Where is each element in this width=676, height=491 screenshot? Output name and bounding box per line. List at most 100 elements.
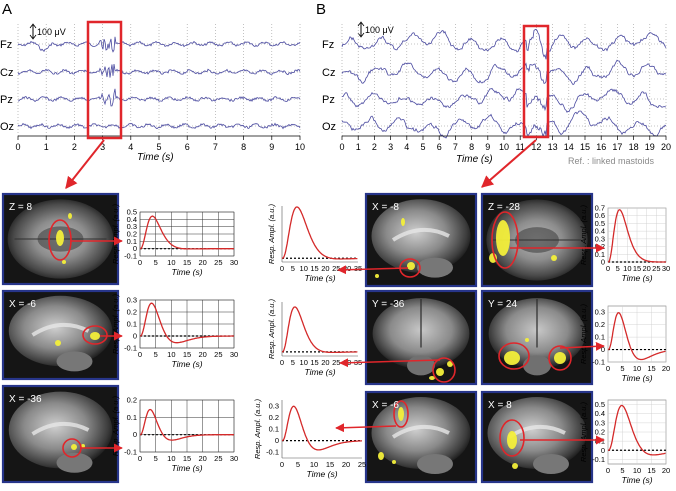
activation-blob	[551, 255, 557, 261]
connector-b3	[339, 358, 441, 368]
brain-slice-b3: Y = -36	[364, 289, 478, 386]
slice-coordinate-label: X = -8	[372, 202, 399, 213]
x-tick-label: 25	[214, 454, 222, 463]
plot-area	[282, 302, 358, 356]
channel-label-pz-b: Pz	[322, 94, 335, 106]
cerebellum	[533, 454, 569, 474]
corpus-callosum	[391, 228, 450, 242]
tick-label: 9	[485, 142, 490, 152]
y-axis-label: Resp. Ampl. (a.u.)	[111, 293, 120, 354]
hrf-curve	[282, 306, 358, 354]
x-tick-label: 0	[606, 264, 610, 273]
x-tick-label: 30	[230, 350, 238, 359]
tick-label: 8	[469, 142, 474, 152]
y-tick-label: 0.1	[127, 320, 137, 329]
x-tick-label: 10	[167, 454, 175, 463]
y-tick-label: 0	[133, 332, 137, 341]
brain-tissue	[487, 397, 587, 469]
eeg-grid-b	[341, 24, 667, 136]
x-axis-label: Time (s)	[306, 469, 337, 479]
activation-blob	[512, 463, 518, 469]
activation-blob	[81, 444, 85, 448]
y-axis-label: Resp. Ampl. (a.u.)	[267, 203, 276, 264]
y-tick-label: -0.1	[124, 448, 137, 457]
y-tick-label: -0.1	[592, 455, 605, 464]
x-tick-label: 15	[647, 466, 655, 475]
x-tick-label: 10	[623, 264, 631, 273]
x-tick-label: 25	[358, 460, 366, 469]
tick-label: 0	[15, 142, 20, 152]
activation-blob	[554, 352, 566, 364]
activation-blob	[398, 407, 404, 421]
plot-area	[282, 400, 362, 458]
tick-label: 10	[499, 142, 509, 152]
tick-label: 10	[295, 142, 305, 152]
channel-label-fz-b: Fz	[322, 39, 334, 51]
y-axis-label: Resp. Ampl. (a.u.)	[253, 398, 262, 459]
roi-circle	[491, 211, 519, 269]
tick-label: 14	[564, 142, 574, 152]
y-tick-label: 0.5	[595, 400, 605, 409]
corpus-callosum	[391, 425, 450, 439]
activation-blob	[71, 444, 77, 450]
x-tick-label: 5	[154, 258, 158, 267]
x-axis-label: Time (s)	[171, 267, 202, 277]
tick-label: 1	[44, 142, 49, 152]
eeg-xlabel-b: Time (s)	[456, 154, 493, 165]
activation-blob	[378, 452, 384, 460]
x-tick-label: 15	[647, 364, 655, 373]
roi-circle	[432, 357, 456, 383]
x-tick-label: 25	[214, 258, 222, 267]
response-plot-pb1: 0 5 10 15 20 25 30 35 Time (s) Resp. Ampl. (a.u.)	[267, 203, 362, 283]
brain-slice-b2: Z = -28	[480, 192, 594, 288]
activation-blob	[90, 332, 100, 340]
eeg-traces-b	[341, 28, 667, 139]
cerebellum	[56, 452, 93, 473]
brainstem	[407, 355, 435, 376]
slice-coordinate-label: X = -6	[9, 299, 36, 310]
activation-blob	[507, 431, 517, 449]
brain-tissue	[8, 391, 113, 469]
corpus-callosum	[31, 422, 90, 436]
x-tick-label: 15	[183, 258, 191, 267]
x-axis-label: Time (s)	[621, 475, 652, 485]
y-tick-label: 0	[601, 446, 605, 455]
tick-label: 9	[269, 142, 274, 152]
activation-blob	[55, 340, 61, 346]
x-tick-label: 20	[342, 460, 350, 469]
x-tick-label: 25	[332, 358, 340, 367]
activation-blob	[525, 338, 529, 342]
y-tick-label: -0.1	[592, 358, 605, 367]
tick-label: 20	[661, 142, 671, 152]
channel-label-oz-b: Oz	[322, 121, 336, 133]
roi-circle	[548, 345, 572, 371]
activation-blob	[392, 460, 396, 464]
hrf-curve	[607, 312, 666, 361]
x-tick-label: 20	[662, 466, 670, 475]
arrow-eeg-b-down	[481, 139, 537, 188]
x-tick-label: 5	[296, 460, 300, 469]
y-tick-label: 0.2	[127, 308, 137, 317]
y-axis-label: Resp. Ampl. (a.u.)	[579, 303, 588, 364]
eeg-panel-a: 100 μV Fz Cz Pz Oz 0 1 2 3 4 5 6 7 8 9 10 Time (s)	[0, 20, 305, 163]
hrf-curve	[608, 404, 666, 456]
tick-label: 1	[356, 142, 361, 152]
tick-label: 8	[241, 142, 246, 152]
slice-coordinate-label: Y = 24	[488, 299, 517, 310]
x-tick-label: 15	[183, 454, 191, 463]
eeg-trace-fz	[341, 28, 667, 60]
x-tick-label: 5	[291, 358, 295, 367]
y-tick-label: 0.2	[595, 320, 605, 329]
eeg-trace-fz	[17, 36, 301, 53]
x-tick-label: 5	[291, 264, 295, 273]
brain-slice-a2: X = -6	[1, 289, 120, 381]
slice-frame	[364, 192, 478, 288]
y-tick-label: -0.1	[124, 252, 137, 261]
y-tick-label: 0.4	[595, 409, 605, 418]
tick-label: 18	[629, 142, 639, 152]
